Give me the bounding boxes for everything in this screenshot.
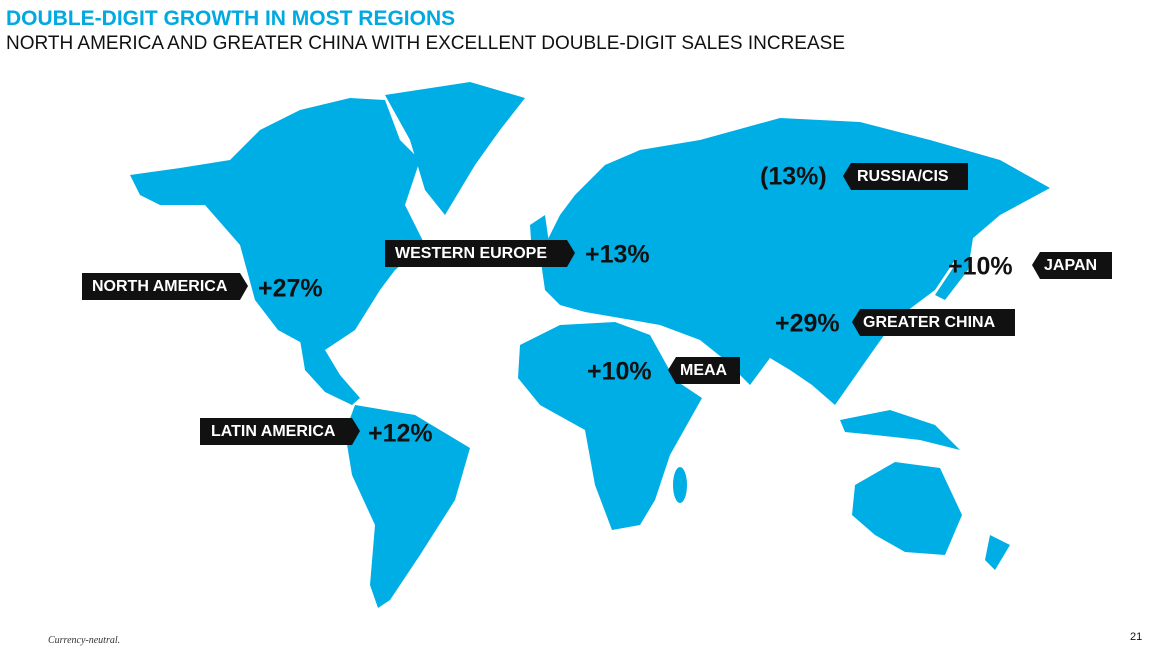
region-growth: (13%) (760, 163, 827, 191)
footnote: Currency-neutral. (48, 635, 120, 646)
region-name: JAPAN (1044, 257, 1097, 274)
region-name: MEAA (680, 362, 728, 379)
region-growth: +27% (258, 275, 323, 303)
region-tag (668, 357, 740, 384)
region-tag (843, 163, 968, 190)
slide-title: DOUBLE-DIGIT GROWTH IN MOST REGIONS (6, 7, 455, 30)
region-growth: +13% (585, 241, 650, 269)
region-tag (82, 273, 248, 300)
region-name: WESTERN EUROPE (395, 245, 547, 262)
region-name: LATIN AMERICA (211, 423, 336, 440)
region-tag (385, 240, 575, 267)
region-name: RUSSIA/CIS (857, 168, 949, 185)
region-tag (200, 418, 360, 445)
world-map (130, 82, 1050, 608)
region-growth: +10% (948, 253, 1013, 281)
region-name: GREATER CHINA (863, 314, 996, 331)
page-number: 21 (1130, 631, 1142, 643)
slide-subtitle: NORTH AMERICA AND GREATER CHINA WITH EXC… (6, 33, 845, 54)
region-tag (852, 309, 1015, 336)
region-tag (1032, 252, 1112, 279)
region-growth: +10% (587, 358, 652, 386)
region-growth: +12% (368, 420, 433, 448)
region-name: NORTH AMERICA (92, 278, 228, 295)
region-growth: +29% (775, 310, 840, 338)
